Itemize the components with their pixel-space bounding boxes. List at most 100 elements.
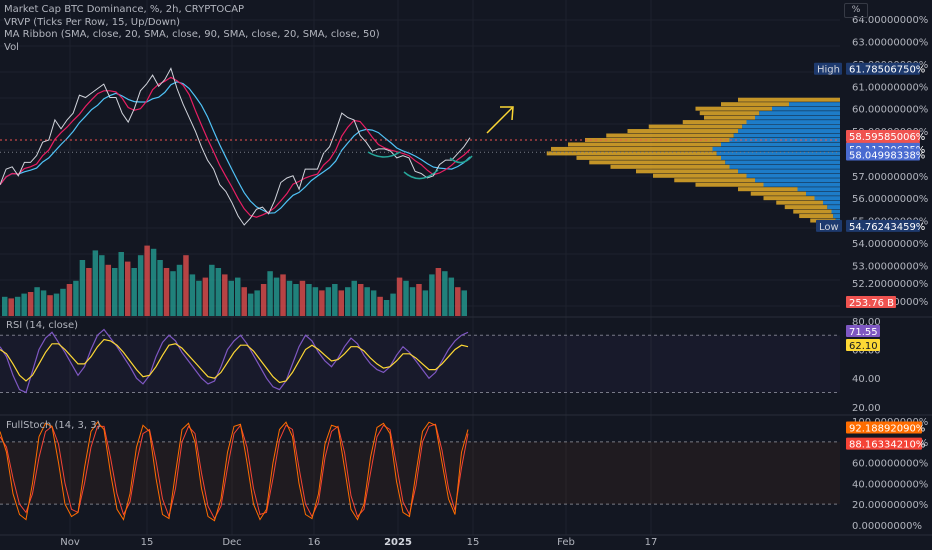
time-axis-tick: Nov	[60, 537, 80, 548]
vrvp-bar-down	[759, 111, 840, 116]
volume-bar	[222, 274, 228, 316]
vrvp-bar-up	[610, 164, 730, 169]
stoch-axis-tick: 40.00000000%	[852, 479, 928, 490]
stoch-axis-tick: 20.00000000%	[852, 500, 928, 511]
volume-bar	[209, 264, 215, 316]
low-tag-bg	[816, 219, 842, 232]
high-value: 61.78506750%	[849, 65, 925, 76]
high-value-bg	[846, 62, 920, 75]
axis-unit-button[interactable]: %	[844, 3, 868, 18]
volume-bar	[267, 271, 273, 316]
time-axis-tick: 2025	[384, 537, 412, 548]
price-axis-tick: 53.00000000%	[852, 261, 928, 272]
volume-bar	[202, 277, 209, 316]
price-axis-tick: 61.00000000%	[852, 82, 928, 93]
stoch-d-value: 88.16334210%	[849, 440, 925, 451]
volume-bar	[157, 260, 163, 316]
vrvp-bar-up	[568, 142, 721, 147]
time-axis-tick: 17	[645, 537, 658, 548]
vrvp-bar-up	[695, 106, 772, 111]
low-value-bg	[846, 219, 920, 232]
volume-bar	[189, 274, 196, 316]
legend-symbol: Market Cap BTC Dominance, %, 2h, CRYPTOC…	[4, 4, 245, 15]
vrvp-bar-down	[721, 142, 840, 147]
low-tag: Low	[819, 222, 839, 233]
volume-bar	[422, 290, 429, 316]
vrvp-bar-down	[746, 120, 840, 125]
volume-bar	[409, 287, 416, 316]
volume-bar	[27, 292, 34, 316]
vrvp-bar-down	[823, 200, 840, 205]
volume-bar	[273, 277, 280, 316]
ma-fast-line	[0, 76, 471, 218]
volume-value-bg	[846, 296, 896, 308]
volume-bar	[14, 296, 21, 316]
volume-bar	[79, 260, 86, 316]
volume-bar	[8, 298, 14, 316]
vrvp-bar-down	[729, 164, 840, 169]
volume-bar	[416, 284, 422, 316]
volume-bar	[306, 284, 312, 316]
volume-bar	[442, 271, 448, 316]
volume-bar	[390, 293, 396, 316]
stoch-d-value-bg	[846, 437, 922, 450]
volume-bar	[435, 268, 442, 316]
vrvp-bar-up	[763, 196, 815, 201]
vrvp-bar-down	[763, 182, 840, 187]
rsi-ma-line	[0, 338, 469, 384]
volume-bar	[21, 293, 27, 316]
volume-bar	[325, 287, 332, 316]
price-axis-tick: 57.00000000%	[852, 172, 928, 183]
volume-bar	[215, 268, 222, 316]
vrvp-bar-up	[576, 155, 721, 160]
vrvp-bar-up	[551, 146, 713, 151]
vrvp-bar-up	[636, 169, 738, 174]
volume-bar	[99, 255, 105, 316]
price-axis-tick: 60.00000000%	[852, 105, 928, 116]
vrvp-bar-up	[546, 151, 717, 156]
stoch-k-value: 92.18892090%	[849, 423, 925, 434]
volume-bar	[461, 290, 467, 316]
vrvp-bar-up	[674, 178, 755, 183]
volume-bar	[254, 290, 260, 316]
volume-bar	[338, 290, 345, 316]
stoch-pane-title: FullStoch (14, 3, 3)	[6, 420, 101, 431]
vrvp-bar-up	[799, 214, 834, 219]
last-price-value-bg	[846, 129, 920, 142]
volume-bar	[66, 284, 73, 316]
vrvp-bar-down	[729, 137, 840, 142]
volume-bar	[137, 255, 144, 316]
rsi-axis-tick: 80.00	[852, 317, 881, 328]
stoch-axis-tick: 0.00000000%	[852, 521, 922, 532]
volume-bar	[448, 277, 455, 316]
vrvp-bar-up	[784, 205, 828, 210]
vrvp-bar-up	[704, 115, 755, 120]
rsi-band-fill	[0, 335, 840, 393]
time-axis-tick: Feb	[557, 537, 575, 548]
vrvp-bar-down	[725, 160, 840, 165]
volume-bar	[73, 280, 79, 316]
rsi-axis-tick: 40.00	[852, 374, 881, 385]
volume-bar	[299, 280, 306, 316]
time-axis-tick: 15	[467, 537, 480, 548]
volume-bar	[118, 252, 124, 316]
volume-bar	[131, 268, 137, 316]
volume-value: 253.76 B	[849, 298, 894, 309]
annotation-arc-left	[367, 151, 401, 158]
vrvp-bar-up	[589, 160, 726, 165]
vrvp-bar-up	[776, 200, 823, 205]
volume-bar	[293, 284, 299, 316]
volume-bar	[112, 268, 118, 316]
stoch-k-line	[0, 421, 469, 522]
vrvp-bar-up	[648, 124, 743, 129]
rsi-pane-title: RSI (14, close)	[6, 320, 79, 331]
vrvp-bar-down	[833, 214, 840, 219]
volume-bar	[150, 248, 157, 316]
volume-bar	[176, 264, 183, 316]
vrvp-bar-down	[738, 169, 840, 174]
vrvp-bar-up	[606, 133, 734, 138]
vrvp-bar-down	[716, 151, 840, 156]
annotation-arc-bottom	[403, 169, 439, 180]
low-value: 54.76243459%	[849, 222, 925, 233]
